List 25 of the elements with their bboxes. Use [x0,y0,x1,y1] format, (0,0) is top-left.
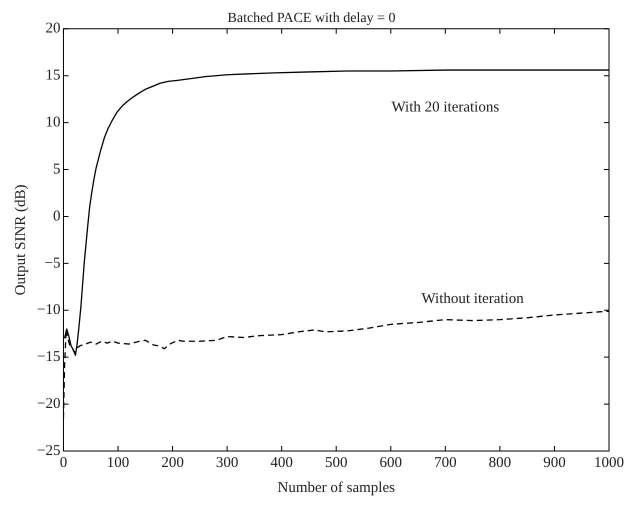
series-label: With 20 iterations [391,100,500,116]
y-tick-label: 15 [45,68,60,84]
y-axis-title: Output SINR (dB) [12,184,29,296]
x-tick-label: 700 [434,454,457,471]
x-tick-label: 100 [106,454,130,471]
y-tick-label: 20 [45,20,60,37]
x-axis-title: Number of samples [277,480,396,496]
y-tick-label: −5 [44,255,60,272]
chart-title: Batched PACE with delay = 0 [228,11,396,26]
y-tick-label: 10 [45,114,60,131]
x-tick-label: 200 [161,454,184,471]
x-tick-label: 400 [270,454,293,471]
y-tick-label: −25 [36,442,60,459]
y-tick-label: −20 [36,396,60,412]
x-tick-label: 600 [380,454,402,471]
y-tick-label: 5 [52,161,60,178]
y-tick-label: −10 [36,302,60,318]
y-tick-label: −15 [36,349,60,366]
x-tick-label: 300 [216,454,238,471]
y-tick-label: 0 [52,208,60,224]
x-tick-label: 1000 [594,454,624,471]
x-tick-label: 900 [543,454,566,471]
series-label: Without iteration [421,291,524,308]
x-tick-label: 500 [324,454,348,471]
x-tick-label: 800 [488,454,512,471]
